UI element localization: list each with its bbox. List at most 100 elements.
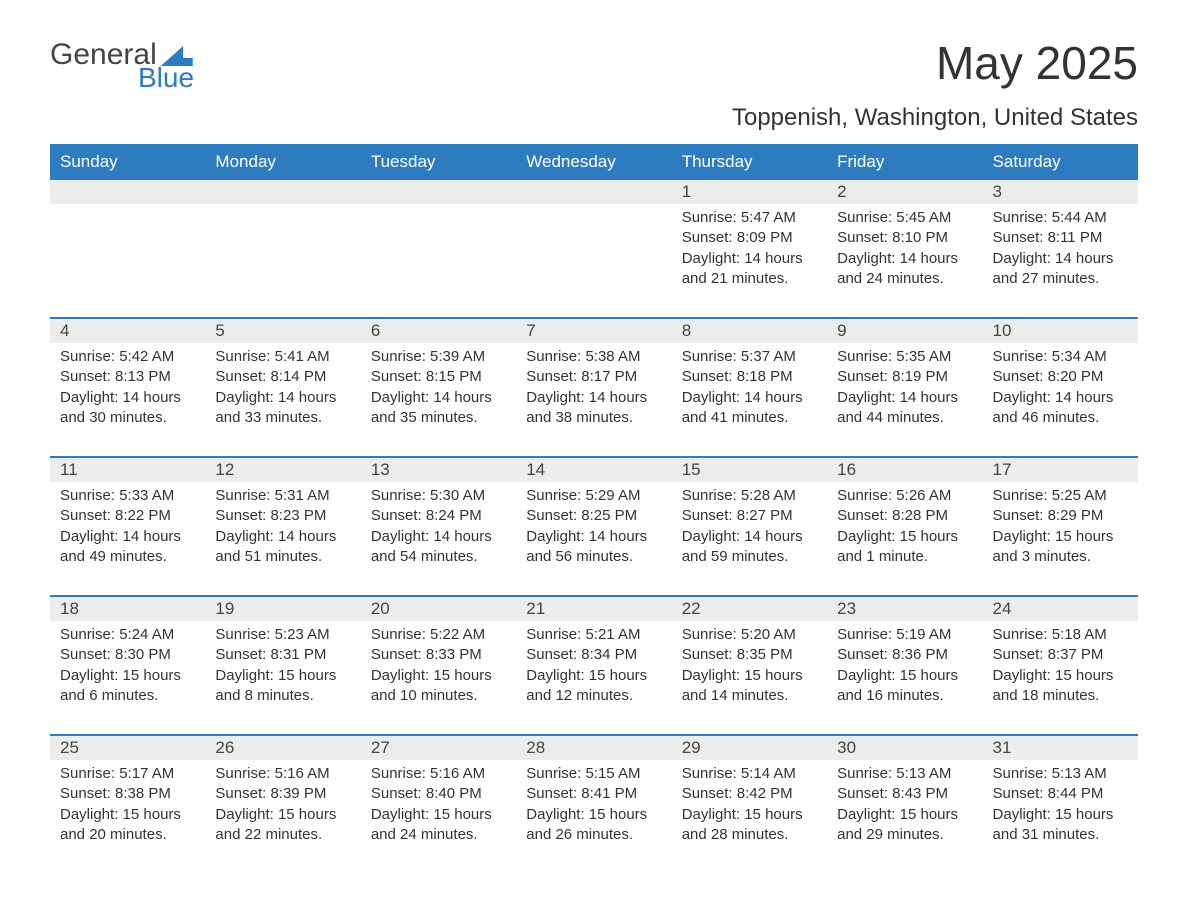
day-data: Sunrise: 5:13 AMSunset: 8:43 PMDaylight:… xyxy=(827,760,982,873)
day-number: 11 xyxy=(50,458,205,482)
sunset-text: Sunset: 8:25 PM xyxy=(526,506,661,526)
sunrise-text: Sunrise: 5:23 AM xyxy=(215,625,350,645)
day-number: 25 xyxy=(50,736,205,760)
daylight-text: Daylight: 15 hours and 31 minutes. xyxy=(993,805,1128,846)
day-number xyxy=(516,180,671,204)
sunset-text: Sunset: 8:19 PM xyxy=(837,367,972,387)
sunrise-text: Sunrise: 5:21 AM xyxy=(526,625,661,645)
day-number: 15 xyxy=(672,458,827,482)
day-number: 19 xyxy=(205,597,360,621)
sunset-text: Sunset: 8:39 PM xyxy=(215,784,350,804)
daylight-text: Daylight: 14 hours and 51 minutes. xyxy=(215,527,350,568)
day-number: 28 xyxy=(516,736,671,760)
day-number: 30 xyxy=(827,736,982,760)
day-header-tuesday: Tuesday xyxy=(361,145,516,179)
sunrise-text: Sunrise: 5:13 AM xyxy=(837,764,972,784)
daylight-text: Daylight: 15 hours and 14 minutes. xyxy=(682,666,817,707)
day-number: 3 xyxy=(983,180,1138,204)
day-data: Sunrise: 5:28 AMSunset: 8:27 PMDaylight:… xyxy=(672,482,827,595)
daylight-text: Daylight: 14 hours and 38 minutes. xyxy=(526,388,661,429)
sunset-text: Sunset: 8:17 PM xyxy=(526,367,661,387)
sunset-text: Sunset: 8:42 PM xyxy=(682,784,817,804)
sunset-text: Sunset: 8:27 PM xyxy=(682,506,817,526)
day-data: Sunrise: 5:37 AMSunset: 8:18 PMDaylight:… xyxy=(672,343,827,456)
calendar-cell xyxy=(50,179,205,318)
logo: General Blue xyxy=(50,40,194,92)
sunrise-text: Sunrise: 5:25 AM xyxy=(993,486,1128,506)
calendar-cell: 15Sunrise: 5:28 AMSunset: 8:27 PMDayligh… xyxy=(672,457,827,596)
day-number: 22 xyxy=(672,597,827,621)
daylight-text: Daylight: 15 hours and 1 minute. xyxy=(837,527,972,568)
calendar-cell: 4Sunrise: 5:42 AMSunset: 8:13 PMDaylight… xyxy=(50,318,205,457)
day-number: 16 xyxy=(827,458,982,482)
calendar-cell: 6Sunrise: 5:39 AMSunset: 8:15 PMDaylight… xyxy=(361,318,516,457)
calendar-cell: 11Sunrise: 5:33 AMSunset: 8:22 PMDayligh… xyxy=(50,457,205,596)
day-number: 27 xyxy=(361,736,516,760)
day-data: Sunrise: 5:45 AMSunset: 8:10 PMDaylight:… xyxy=(827,204,982,317)
daylight-text: Daylight: 14 hours and 33 minutes. xyxy=(215,388,350,429)
day-data xyxy=(50,204,205,236)
day-data xyxy=(361,204,516,236)
sunset-text: Sunset: 8:24 PM xyxy=(371,506,506,526)
daylight-text: Daylight: 14 hours and 59 minutes. xyxy=(682,527,817,568)
calendar-cell: 17Sunrise: 5:25 AMSunset: 8:29 PMDayligh… xyxy=(983,457,1138,596)
calendar-cell: 13Sunrise: 5:30 AMSunset: 8:24 PMDayligh… xyxy=(361,457,516,596)
day-data: Sunrise: 5:15 AMSunset: 8:41 PMDaylight:… xyxy=(516,760,671,873)
sunset-text: Sunset: 8:13 PM xyxy=(60,367,195,387)
calendar-cell: 26Sunrise: 5:16 AMSunset: 8:39 PMDayligh… xyxy=(205,735,360,873)
calendar-cell: 28Sunrise: 5:15 AMSunset: 8:41 PMDayligh… xyxy=(516,735,671,873)
daylight-text: Daylight: 15 hours and 8 minutes. xyxy=(215,666,350,707)
sunrise-text: Sunrise: 5:16 AM xyxy=(215,764,350,784)
calendar-cell: 16Sunrise: 5:26 AMSunset: 8:28 PMDayligh… xyxy=(827,457,982,596)
calendar-cell: 5Sunrise: 5:41 AMSunset: 8:14 PMDaylight… xyxy=(205,318,360,457)
day-number: 7 xyxy=(516,319,671,343)
calendar-week-row: 11 Sunrise: 5:33 AMSunset: 8:22 PM Dayligh… xyxy=(50,457,1138,596)
day-data: Sunrise: 5:14 AMSunset: 8:42 PMDaylight:… xyxy=(672,760,827,873)
location-text: Toppenish, Washington, United States xyxy=(732,104,1138,132)
day-data: Sunrise: 5:19 AMSunset: 8:36 PMDaylight:… xyxy=(827,621,982,734)
day-data: Sunrise: 5:23 AMSunset: 8:31 PMDaylight:… xyxy=(205,621,360,734)
sunrise-text: Sunrise: 5:24 AM xyxy=(60,625,195,645)
sunrise-text: Sunrise: 5:15 AM xyxy=(526,764,661,784)
daylight-text: Daylight: 14 hours and 27 minutes. xyxy=(993,249,1128,290)
sunset-text: Sunset: 8:09 PM xyxy=(682,228,817,248)
daylight-text: Daylight: 14 hours and 41 minutes. xyxy=(682,388,817,429)
day-data: Sunrise: 5:38 AMSunset: 8:17 PMDaylight:… xyxy=(516,343,671,456)
daylight-text: Daylight: 14 hours and 30 minutes. xyxy=(60,388,195,429)
daylight-text: Daylight: 15 hours and 20 minutes. xyxy=(60,805,195,846)
day-data: Sunrise: 5:35 AMSunset: 8:19 PMDaylight:… xyxy=(827,343,982,456)
calendar-cell: 9Sunrise: 5:35 AMSunset: 8:19 PMDaylight… xyxy=(827,318,982,457)
sunset-text: Sunset: 8:18 PM xyxy=(682,367,817,387)
day-number: 20 xyxy=(361,597,516,621)
sunrise-text: Sunrise: 5:33 AM xyxy=(60,486,195,506)
calendar-cell: 30Sunrise: 5:13 AMSunset: 8:43 PMDayligh… xyxy=(827,735,982,873)
day-number: 6 xyxy=(361,319,516,343)
day-data: Sunrise: 5:20 AMSunset: 8:35 PMDaylight:… xyxy=(672,621,827,734)
day-data: Sunrise: 5:22 AMSunset: 8:33 PMDaylight:… xyxy=(361,621,516,734)
sunrise-text: Sunrise: 5:16 AM xyxy=(371,764,506,784)
calendar-week-row: 4Sunrise: 5:42 AMSunset: 8:13 PMDaylight… xyxy=(50,318,1138,457)
daylight-text: Daylight: 14 hours and 54 minutes. xyxy=(371,527,506,568)
sunrise-text: Sunrise: 5:47 AM xyxy=(682,208,817,228)
calendar-cell xyxy=(361,179,516,318)
day-header-row: Sunday Monday Tuesday Wednesday Thursday… xyxy=(50,145,1138,179)
daylight-text: Daylight: 15 hours and 10 minutes. xyxy=(371,666,506,707)
day-data xyxy=(205,204,360,236)
day-number: 13 xyxy=(361,458,516,482)
day-data: Sunrise: 5:44 AMSunset: 8:11 PMDaylight:… xyxy=(983,204,1138,317)
daylight-text: Daylight: 14 hours and 35 minutes. xyxy=(371,388,506,429)
day-header-saturday: Saturday xyxy=(983,145,1138,179)
sunrise-text: Sunrise: 5:20 AM xyxy=(682,625,817,645)
day-data: Sunrise: 5:39 AMSunset: 8:15 PMDaylight:… xyxy=(361,343,516,456)
sunset-text: Sunset: 8:22 PM xyxy=(60,506,195,526)
day-number: 21 xyxy=(516,597,671,621)
calendar-cell: 21Sunrise: 5:21 AMSunset: 8:34 PMDayligh… xyxy=(516,596,671,735)
calendar-cell xyxy=(516,179,671,318)
calendar-cell: 27Sunrise: 5:16 AMSunset: 8:40 PMDayligh… xyxy=(361,735,516,873)
sunset-text: Sunset: 8:38 PM xyxy=(60,784,195,804)
calendar-cell: 22Sunrise: 5:20 AMSunset: 8:35 PMDayligh… xyxy=(672,596,827,735)
day-number: 29 xyxy=(672,736,827,760)
day-number: 31 xyxy=(983,736,1138,760)
calendar-cell: 3Sunrise: 5:44 AMSunset: 8:11 PMDaylight… xyxy=(983,179,1138,318)
sunset-text: Sunset: 8:15 PM xyxy=(371,367,506,387)
